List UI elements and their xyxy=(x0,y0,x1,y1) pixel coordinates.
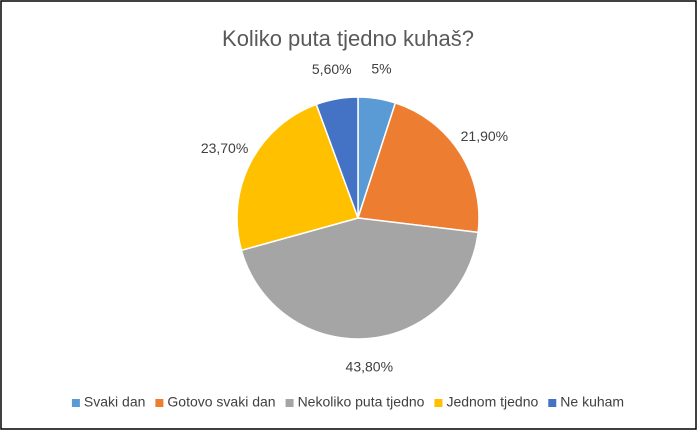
legend-label: Nekoliko puta tjedno xyxy=(298,394,425,410)
data-label: 21,90% xyxy=(461,128,508,144)
legend-label: Ne kuham xyxy=(560,394,624,410)
legend-label: Jednom tjedno xyxy=(446,394,538,410)
legend-swatch xyxy=(285,399,294,407)
chart-title: Koliko puta tjedno kuhaš? xyxy=(222,26,474,51)
legend-swatch xyxy=(155,399,164,407)
legend-swatch xyxy=(71,399,80,407)
data-label: 5% xyxy=(371,61,391,77)
legend-swatch xyxy=(548,399,557,407)
pie-slice xyxy=(315,96,359,219)
data-label: 23,70% xyxy=(201,140,248,156)
legend-swatch xyxy=(434,399,443,407)
legend-label: Gotovo svaki dan xyxy=(167,394,275,410)
legend-label: Svaki dan xyxy=(84,394,145,410)
data-label: 5,60% xyxy=(312,61,352,77)
pie-slice xyxy=(357,101,480,234)
pie-slice xyxy=(240,217,479,340)
data-label: 43,80% xyxy=(346,358,393,374)
pie-slice xyxy=(236,103,359,252)
